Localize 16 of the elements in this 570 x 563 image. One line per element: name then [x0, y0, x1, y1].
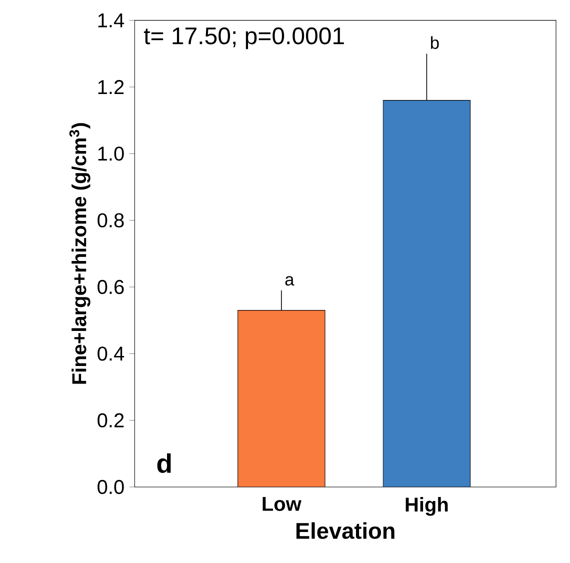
y-tick-label: 0.2 [98, 413, 124, 428]
annotation: d [157, 453, 171, 473]
annotation: b [430, 36, 439, 49]
x-tick-label: High [406, 497, 448, 516]
y-tick-label: 0.0 [98, 480, 124, 494]
y-tick-label: 0.4 [98, 346, 124, 361]
y-tick-label: 1.0 [98, 146, 124, 161]
y-tick-label: 0.6 [98, 280, 124, 294]
y-tick-label: 1.4 [98, 13, 124, 28]
annotation: a [285, 276, 294, 286]
y-axis-title: Fine+large+rhizome (g/cm$^{3}$) [69, 123, 90, 384]
annotation: t= 17.50; p=0.0001 [144, 27, 344, 50]
x-tick-label: Low [262, 497, 302, 511]
x-axis-title: Elevation [296, 522, 394, 539]
y-tick-label: 1.2 [98, 80, 124, 94]
y-tick-label: 0.8 [98, 213, 124, 228]
